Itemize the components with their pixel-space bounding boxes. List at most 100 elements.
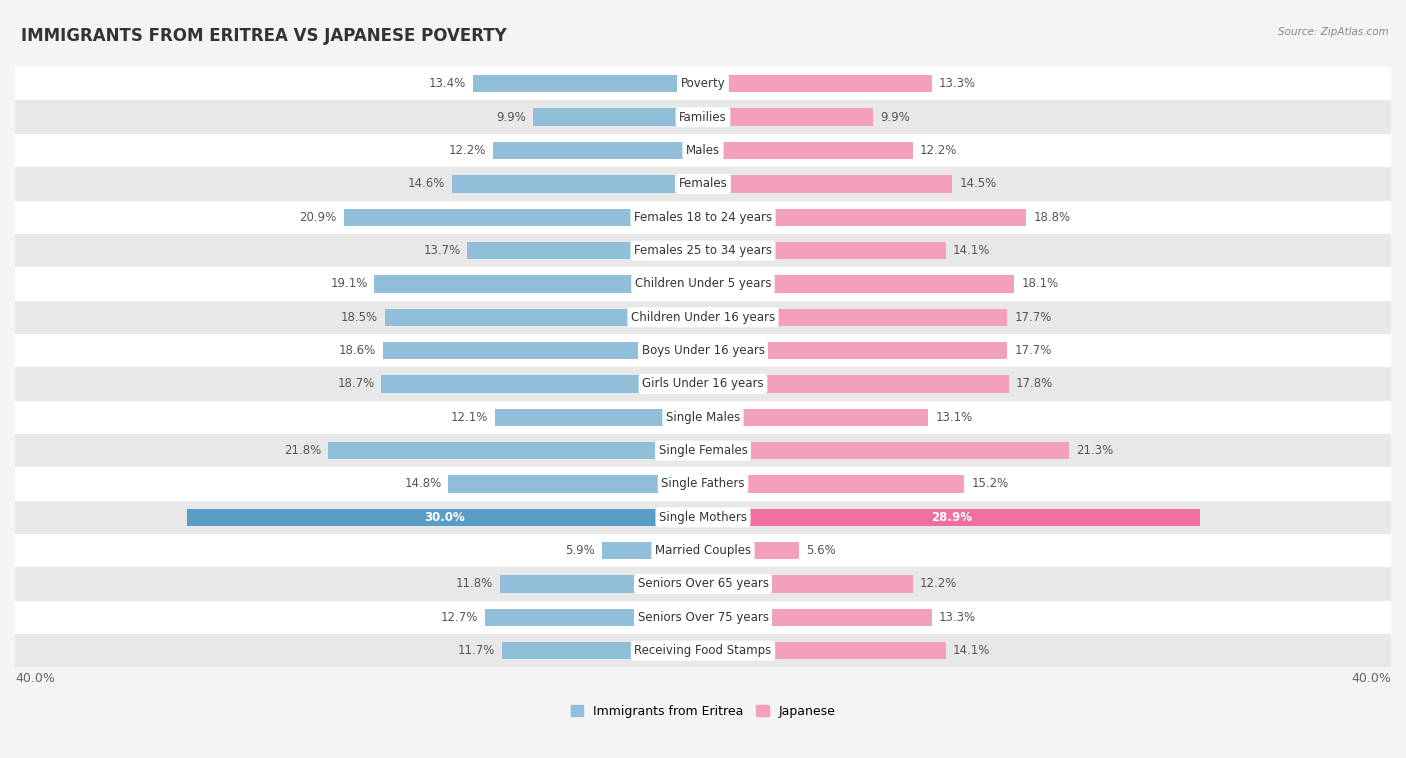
Text: 18.7%: 18.7% [337, 377, 374, 390]
Bar [703, 208, 1026, 226]
Bar [703, 509, 1201, 526]
Text: Single Fathers: Single Fathers [661, 478, 745, 490]
Bar [385, 309, 703, 326]
Bar [703, 542, 800, 559]
Text: Source: ZipAtlas.com: Source: ZipAtlas.com [1278, 27, 1389, 36]
Text: 12.2%: 12.2% [920, 144, 957, 157]
Text: 11.8%: 11.8% [456, 578, 494, 590]
Bar [15, 134, 1391, 168]
Text: Single Females: Single Females [658, 444, 748, 457]
Bar [15, 201, 1391, 234]
Text: 40.0%: 40.0% [15, 672, 55, 685]
Bar [703, 108, 873, 126]
Text: 28.9%: 28.9% [931, 511, 972, 524]
Text: Receiving Food Stamps: Receiving Food Stamps [634, 644, 772, 657]
Bar [703, 175, 952, 193]
Bar [15, 334, 1391, 367]
Text: 18.8%: 18.8% [1033, 211, 1070, 224]
Bar [15, 500, 1391, 534]
Text: 14.5%: 14.5% [959, 177, 997, 190]
Text: Poverty: Poverty [681, 77, 725, 90]
Bar [343, 208, 703, 226]
Text: 14.8%: 14.8% [405, 478, 441, 490]
Text: 18.1%: 18.1% [1021, 277, 1059, 290]
Text: 14.6%: 14.6% [408, 177, 446, 190]
Text: 11.7%: 11.7% [457, 644, 495, 657]
Legend: Immigrants from Eritrea, Japanese: Immigrants from Eritrea, Japanese [565, 700, 841, 723]
Bar [15, 600, 1391, 634]
Text: Seniors Over 75 years: Seniors Over 75 years [637, 611, 769, 624]
Text: 9.9%: 9.9% [496, 111, 526, 124]
Text: 17.7%: 17.7% [1014, 344, 1052, 357]
Text: Females: Females [679, 177, 727, 190]
Bar [328, 442, 703, 459]
Text: Single Males: Single Males [666, 411, 740, 424]
Bar [15, 534, 1391, 567]
Bar [703, 309, 1008, 326]
Bar [15, 634, 1391, 667]
Bar [15, 300, 1391, 334]
Text: 5.9%: 5.9% [565, 544, 595, 557]
Bar [703, 75, 932, 92]
Bar [15, 467, 1391, 500]
Bar [15, 234, 1391, 268]
Text: 13.7%: 13.7% [423, 244, 461, 257]
Text: Single Mothers: Single Mothers [659, 511, 747, 524]
Text: Males: Males [686, 144, 720, 157]
Bar [449, 475, 703, 493]
Bar [15, 67, 1391, 101]
Text: Boys Under 16 years: Boys Under 16 years [641, 344, 765, 357]
Bar [703, 375, 1010, 393]
Text: 40.0%: 40.0% [1351, 672, 1391, 685]
Bar [15, 101, 1391, 134]
Bar [703, 609, 932, 626]
Text: 15.2%: 15.2% [972, 478, 1008, 490]
Text: 12.7%: 12.7% [440, 611, 478, 624]
Bar [703, 575, 912, 593]
Text: 13.1%: 13.1% [935, 411, 973, 424]
Bar [15, 567, 1391, 600]
Text: Females 25 to 34 years: Females 25 to 34 years [634, 244, 772, 257]
Bar [15, 434, 1391, 467]
Bar [703, 275, 1014, 293]
Bar [502, 642, 703, 659]
Bar [187, 509, 703, 526]
Text: Females 18 to 24 years: Females 18 to 24 years [634, 211, 772, 224]
Text: 30.0%: 30.0% [425, 511, 465, 524]
Text: 21.3%: 21.3% [1076, 444, 1114, 457]
Text: 14.1%: 14.1% [952, 244, 990, 257]
Text: 18.5%: 18.5% [340, 311, 378, 324]
Bar [602, 542, 703, 559]
Text: 18.6%: 18.6% [339, 344, 377, 357]
Text: 13.4%: 13.4% [429, 77, 465, 90]
Bar [703, 342, 1008, 359]
Bar [501, 575, 703, 593]
Text: 17.8%: 17.8% [1017, 377, 1053, 390]
Bar [382, 342, 703, 359]
Text: 12.2%: 12.2% [920, 578, 957, 590]
Text: Girls Under 16 years: Girls Under 16 years [643, 377, 763, 390]
Bar [703, 242, 945, 259]
Text: 14.1%: 14.1% [952, 644, 990, 657]
Text: 12.2%: 12.2% [449, 144, 486, 157]
Bar [495, 409, 703, 426]
Text: IMMIGRANTS FROM ERITREA VS JAPANESE POVERTY: IMMIGRANTS FROM ERITREA VS JAPANESE POVE… [21, 27, 506, 45]
Bar [381, 375, 703, 393]
Text: Seniors Over 65 years: Seniors Over 65 years [637, 578, 769, 590]
Text: Children Under 16 years: Children Under 16 years [631, 311, 775, 324]
Text: 13.3%: 13.3% [939, 77, 976, 90]
Bar [15, 367, 1391, 400]
Text: 5.6%: 5.6% [806, 544, 837, 557]
Bar [703, 642, 945, 659]
Bar [703, 475, 965, 493]
Bar [533, 108, 703, 126]
Text: 19.1%: 19.1% [330, 277, 367, 290]
Text: 21.8%: 21.8% [284, 444, 321, 457]
Bar [703, 409, 928, 426]
Bar [451, 175, 703, 193]
Text: Married Couples: Married Couples [655, 544, 751, 557]
Bar [15, 400, 1391, 434]
Text: Children Under 5 years: Children Under 5 years [634, 277, 772, 290]
Text: 9.9%: 9.9% [880, 111, 910, 124]
Bar [467, 242, 703, 259]
